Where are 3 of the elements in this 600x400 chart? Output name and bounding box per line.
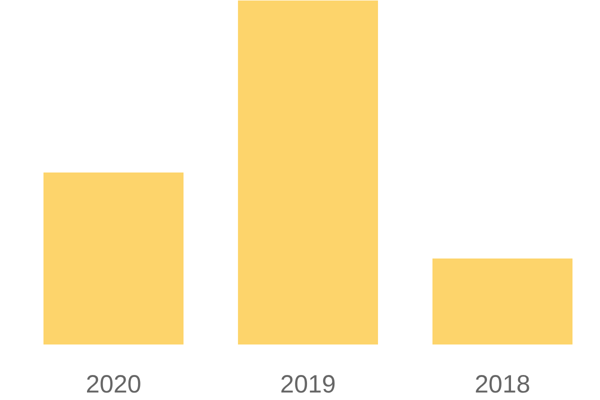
x-tick-label: 2020 (86, 370, 142, 398)
x-tick-label: 2018 (474, 370, 530, 398)
x-tick-label: 2019 (280, 370, 336, 398)
